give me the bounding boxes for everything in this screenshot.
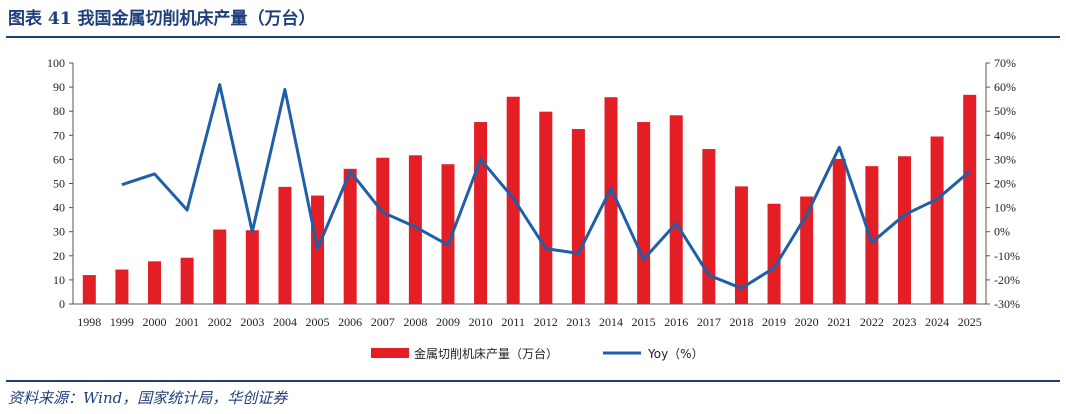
- x-tick-label-2017: 2017: [697, 315, 721, 329]
- bar-2002: [213, 229, 227, 304]
- bar-2025: [963, 94, 977, 304]
- x-tick-label-2014: 2014: [599, 315, 623, 329]
- x-tick-label-2002: 2002: [208, 315, 232, 329]
- left-tick-label: 20: [53, 249, 65, 263]
- x-tick-label-2021: 2021: [827, 315, 851, 329]
- bar-2009: [441, 164, 455, 304]
- x-tick-label-2020: 2020: [795, 315, 819, 329]
- bar-2013: [571, 129, 585, 304]
- bar-2021: [832, 158, 846, 304]
- x-tick-label-2010: 2010: [469, 315, 493, 329]
- bar-2012: [539, 111, 553, 304]
- right-tick-label: 50%: [994, 104, 1016, 118]
- bar-2020: [800, 196, 814, 304]
- x-tick-label-2000: 2000: [143, 315, 167, 329]
- x-tick-label-2004: 2004: [273, 315, 297, 329]
- bar-2003: [245, 230, 259, 304]
- chart-axes: 0 10 20 30 40 50 60 70 80 90 100 -30% -20% -10% 0% 10% 2…: [47, 56, 1020, 311]
- source-rule: [6, 380, 1060, 382]
- bar-2014: [604, 97, 618, 304]
- left-tick-label: 70: [53, 128, 65, 142]
- bar-series: [82, 94, 977, 305]
- right-tick-label: -20%: [994, 273, 1020, 287]
- bar-2018: [734, 186, 748, 304]
- right-tick-label: 30%: [994, 152, 1016, 166]
- x-tick-label-2006: 2006: [338, 315, 362, 329]
- right-tick-label: 60%: [994, 80, 1016, 94]
- line-series: [121, 83, 971, 290]
- left-tick-label: 0: [59, 297, 65, 311]
- left-tick-label: 10: [53, 273, 65, 287]
- right-tick-label: 70%: [994, 56, 1016, 70]
- bar-2023: [897, 156, 911, 304]
- bar-2015: [637, 122, 651, 304]
- legend: 金属切削机床产量（万台） Yoy（%）: [371, 346, 704, 361]
- bar-2007: [376, 157, 390, 304]
- x-tick-label-2005: 2005: [306, 315, 330, 329]
- x-tick-label-2024: 2024: [925, 315, 949, 329]
- right-tick-label: 40%: [994, 128, 1016, 142]
- right-tick-label: 20%: [994, 177, 1016, 191]
- left-tick-label: 40: [53, 201, 65, 215]
- bar-2008: [408, 155, 422, 304]
- x-tick-label-2016: 2016: [664, 315, 688, 329]
- x-tick-label-2019: 2019: [762, 315, 786, 329]
- figure-title: 图表 41 我国金属切削机床产量（万台）: [8, 9, 316, 29]
- x-tick-label-2015: 2015: [632, 315, 656, 329]
- source-note: 资料来源：Wind，国家统计局，华创证券: [8, 389, 288, 407]
- x-tick-labels: 1998 1999 2000 2001 2002 2003 2004 2005 2006 2007…: [77, 315, 981, 329]
- x-tick-label-2009: 2009: [436, 315, 460, 329]
- left-tick-label: 80: [53, 104, 65, 118]
- legend-bar-label: 金属切削机床产量（万台）: [414, 346, 558, 361]
- bar-2006: [343, 168, 357, 304]
- bar-2016: [669, 115, 683, 304]
- bar-2017: [702, 149, 716, 304]
- left-tick-label: 60: [53, 152, 65, 166]
- right-tick-label: 0%: [994, 225, 1010, 239]
- bar-2000: [148, 261, 162, 304]
- right-tick-label: -10%: [994, 249, 1020, 263]
- bar-2001: [180, 257, 194, 304]
- bar-1999: [115, 269, 129, 304]
- x-tick-label-2011: 2011: [501, 315, 525, 329]
- x-tick-label-2003: 2003: [240, 315, 264, 329]
- x-tick-label-2018: 2018: [729, 315, 753, 329]
- x-tick-label-2012: 2012: [534, 315, 558, 329]
- x-tick-label-2007: 2007: [371, 315, 395, 329]
- x-tick-label-2008: 2008: [403, 315, 427, 329]
- bar-2004: [278, 186, 292, 304]
- bar-2010: [474, 122, 488, 304]
- left-tick-label: 100: [47, 56, 65, 70]
- yoy-line: [121, 83, 971, 290]
- left-tick-label: 90: [53, 80, 65, 94]
- legend-bar-swatch: [371, 348, 409, 358]
- bar-2019: [767, 203, 781, 304]
- bar-1998: [82, 275, 96, 304]
- x-tick-label-1998: 1998: [77, 315, 101, 329]
- right-tick-label: -30%: [994, 297, 1020, 311]
- bar-2024: [930, 136, 944, 304]
- bar-2022: [865, 166, 879, 304]
- right-tick-label: 10%: [994, 201, 1016, 215]
- left-tick-label: 50: [53, 177, 65, 191]
- x-tick-label-2023: 2023: [892, 315, 916, 329]
- x-tick-label-2022: 2022: [860, 315, 884, 329]
- x-tick-label-2025: 2025: [958, 315, 982, 329]
- chart-canvas: 0 10 20 30 40 50 60 70 80 90 100 -30% -20% -10% 0% 10% 2…: [47, 56, 1020, 361]
- x-tick-label-2001: 2001: [175, 315, 199, 329]
- x-tick-label-2013: 2013: [566, 315, 590, 329]
- x-tick-label-1999: 1999: [110, 315, 134, 329]
- legend-line-label: Yoy（%）: [647, 347, 704, 361]
- left-tick-label: 30: [53, 225, 65, 239]
- title-rule: [6, 36, 1060, 38]
